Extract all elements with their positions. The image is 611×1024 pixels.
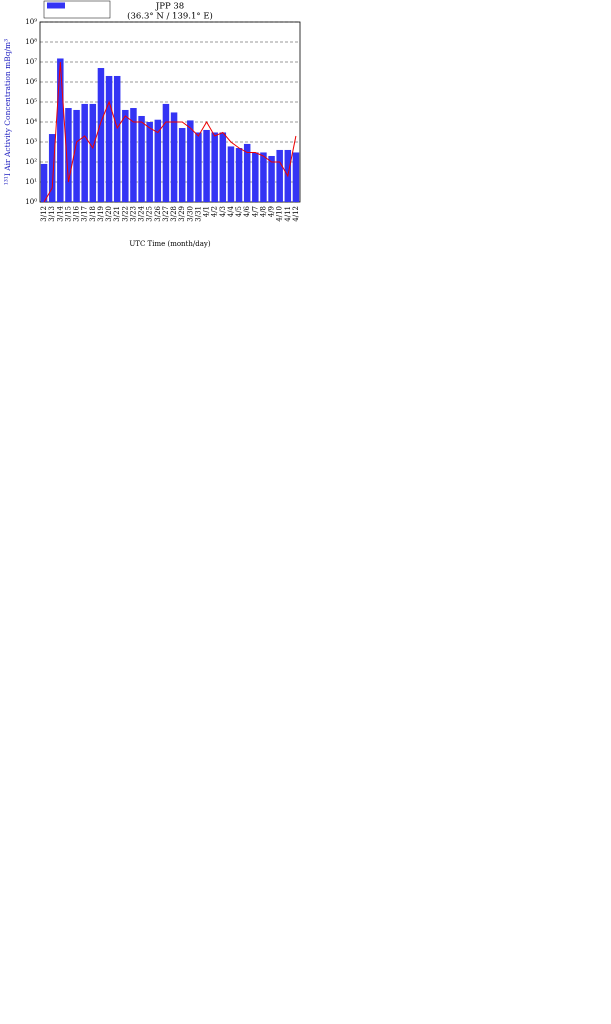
bar [130, 108, 137, 202]
y-tick-label: 10¹ [25, 178, 37, 186]
x-tick-label: 3/14 [56, 205, 64, 221]
x-tick-label: 4/5 [235, 206, 243, 217]
x-tick-label: 3/15 [64, 206, 72, 222]
bar [89, 103, 97, 202]
x-axis-label: UTC Time (month/day) [129, 240, 210, 248]
x-tick-label: 3/22 [121, 206, 129, 222]
x-tick-label: 4/9 [268, 206, 276, 217]
bar [105, 75, 113, 202]
x-tick-label: 3/25 [146, 206, 154, 222]
bar [40, 163, 48, 202]
legend-swatch [47, 2, 65, 9]
bar [203, 129, 210, 202]
bar [292, 152, 300, 202]
bar [73, 109, 80, 202]
bar [211, 132, 218, 202]
x-tick-label: 4/8 [259, 206, 267, 217]
y-tick-label: 10⁰ [25, 198, 37, 206]
bar [138, 115, 145, 202]
x-tick-label: 3/24 [138, 205, 146, 221]
bar [227, 146, 235, 202]
y-tick-label: 10⁴ [25, 118, 37, 126]
bar [65, 108, 72, 202]
x-tick-label: 3/13 [48, 206, 56, 222]
bar [235, 148, 243, 202]
x-tick-label: 3/31 [194, 206, 202, 222]
x-tick-label: 4/6 [243, 205, 251, 217]
x-tick-label: 3/16 [73, 205, 81, 221]
bar [81, 103, 88, 202]
x-tick-label: 4/11 [284, 206, 292, 222]
panel-title: JPP 38 [155, 2, 184, 12]
x-tick-label: 3/17 [81, 206, 89, 222]
x-tick-label: 3/28 [170, 206, 178, 222]
model-line [43, 61, 297, 203]
bar [268, 155, 275, 202]
bar [219, 132, 227, 202]
x-tick-label: 3/21 [113, 206, 121, 222]
y-axis-label: ¹³¹I Air Activity Concentration mBq/m³ [3, 39, 12, 185]
panel-subtitle: (36.3° N / 139.1° E) [127, 11, 213, 22]
y-tick-label: 10⁹ [25, 18, 37, 26]
bar [243, 143, 251, 202]
bar [48, 134, 56, 202]
x-tick-label: 4/3 [219, 206, 227, 217]
y-tick-label: 10⁵ [25, 98, 37, 106]
bar [276, 149, 283, 202]
bar [187, 120, 194, 202]
bar [170, 112, 178, 202]
x-tick-label: 4/7 [251, 206, 259, 217]
bar [178, 128, 186, 202]
x-tick-label: 3/18 [89, 206, 97, 222]
bar [122, 109, 129, 202]
x-tick-label: 3/12 [40, 206, 48, 222]
bar [146, 122, 153, 202]
y-tick-label: 10² [25, 158, 37, 166]
x-tick-label: 4/4 [227, 205, 235, 217]
x-tick-label: 4/12 [292, 206, 300, 222]
y-tick-label: 10⁷ [25, 58, 37, 66]
bar [162, 103, 170, 202]
y-tick-label: 10⁸ [25, 38, 37, 46]
plot-frame [39, 21, 301, 203]
bar [154, 119, 162, 202]
x-tick-label: 3/30 [186, 206, 194, 222]
x-tick-label: 4/1 [203, 206, 211, 217]
x-tick-label: 3/23 [129, 206, 137, 222]
x-tick-label: 3/19 [97, 206, 105, 222]
bar [260, 152, 267, 202]
y-tick-label: 10⁶ [25, 78, 37, 86]
bar [113, 75, 121, 202]
y-tick-label: 10³ [25, 138, 37, 146]
bar [252, 152, 259, 202]
x-tick-label: 4/2 [211, 206, 219, 217]
bar [97, 68, 105, 202]
bar [57, 58, 64, 202]
x-tick-label: 3/27 [162, 206, 170, 222]
panel: JPP 38(36.3° N / 139.1° E) 10⁰ 10¹ 10² 10³ 10… [3, 0, 301, 248]
x-tick-label: 3/29 [178, 206, 186, 222]
x-tick-label: 3/26 [154, 205, 162, 221]
bar [195, 132, 202, 202]
x-tick-label: 4/10 [276, 206, 284, 222]
x-tick-label: 3/20 [105, 206, 113, 222]
